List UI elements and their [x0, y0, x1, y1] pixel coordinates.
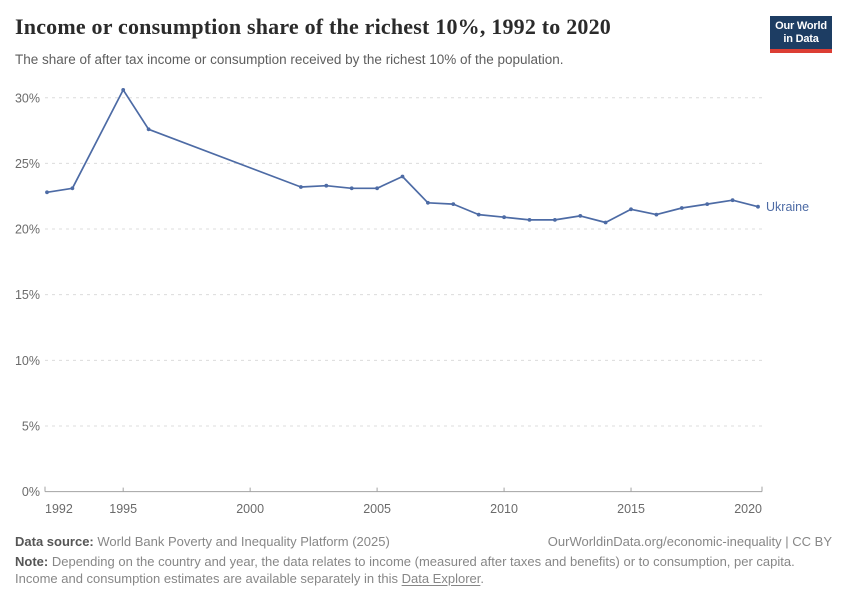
data-point[interactable]: [527, 218, 532, 222]
data-point[interactable]: [629, 207, 633, 212]
x-tick-label: 2005: [363, 502, 391, 516]
data-source: Data source: World Bank Poverty and Ineq…: [15, 534, 390, 549]
y-tick-label: 10%: [15, 354, 40, 368]
x-tick-label: 2000: [236, 502, 264, 516]
owid-logo-red-bar: [770, 49, 832, 53]
data-explorer-link[interactable]: Data Explorer: [401, 571, 481, 586]
data-point[interactable]: [426, 200, 430, 205]
data-point[interactable]: [121, 88, 126, 92]
owid-logo[interactable]: Our World in Data: [770, 16, 832, 53]
data-point[interactable]: [476, 212, 481, 217]
note-label: Note:: [15, 554, 49, 569]
data-point[interactable]: [654, 212, 659, 217]
x-tick-label: 1992: [45, 502, 73, 516]
x-tick-label: 2020: [734, 502, 762, 516]
data-point[interactable]: [324, 183, 329, 188]
y-tick-label: 15%: [15, 288, 40, 302]
y-tick-label: 25%: [15, 157, 40, 171]
chart-footer: Data source: World Bank Poverty and Ineq…: [15, 533, 832, 587]
y-tick-label: 30%: [15, 91, 40, 105]
data-point[interactable]: [553, 218, 557, 222]
data-point[interactable]: [400, 174, 405, 179]
series-end-label: Ukraine: [766, 200, 809, 214]
data-point[interactable]: [375, 186, 379, 191]
data-point[interactable]: [756, 204, 760, 209]
cc-by-link[interactable]: OurWorldinData.org/economic-inequality |…: [547, 534, 832, 549]
data-point[interactable]: [502, 215, 506, 220]
y-tick-label: 5%: [22, 419, 40, 433]
trend-line[interactable]: [46, 89, 759, 224]
data-point[interactable]: [349, 186, 354, 191]
data-point[interactable]: [70, 186, 75, 191]
data-point[interactable]: [730, 198, 735, 203]
chart-note: Note: Depending on the country and year,…: [15, 554, 795, 586]
line-chart-canvas[interactable]: 0% 5% 10% 15% 20% 25% 30% 1992 1995 2000 2005 2010 2…: [0, 80, 850, 530]
y-tick-label: 0%: [22, 485, 40, 499]
chart-title: Income or consumption share of the riche…: [15, 14, 611, 39]
data-point[interactable]: [679, 206, 684, 210]
owid-logo-text: Our World in Data: [770, 16, 832, 49]
x-tick-label: 2015: [617, 502, 645, 516]
data-point[interactable]: [45, 190, 49, 195]
data-point[interactable]: [299, 185, 303, 189]
data-point[interactable]: [603, 220, 608, 225]
chart-subtitle: The share of after tax income or consump…: [15, 52, 564, 67]
data-point[interactable]: [146, 127, 151, 132]
data-point[interactable]: [451, 202, 456, 206]
x-tick-label: 1995: [109, 502, 137, 516]
data-point[interactable]: [705, 202, 710, 206]
x-tick-label: 2010: [490, 502, 518, 516]
data-source-label: Data source:: [15, 534, 94, 549]
data-point[interactable]: [578, 214, 583, 218]
y-tick-label: 20%: [15, 223, 40, 237]
